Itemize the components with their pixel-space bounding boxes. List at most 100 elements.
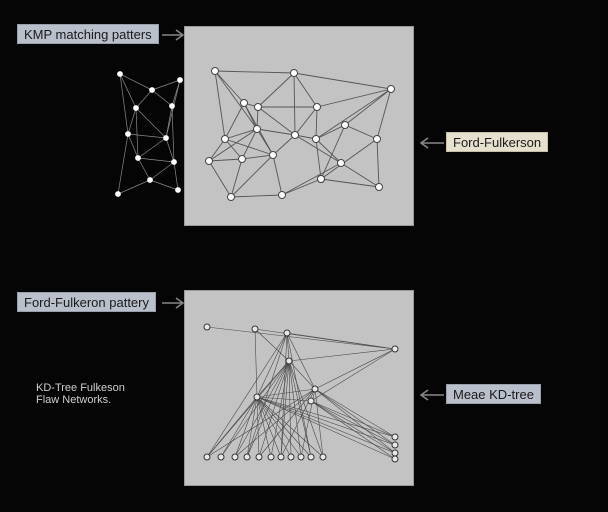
graph-node bbox=[125, 131, 131, 137]
graph-edge bbox=[234, 396, 258, 458]
graph-node bbox=[231, 453, 239, 461]
graph-edge bbox=[165, 137, 175, 163]
graph-edge bbox=[256, 396, 396, 460]
graph-node bbox=[391, 433, 399, 441]
graph-edge bbox=[257, 72, 295, 108]
graph-edge bbox=[281, 162, 342, 196]
graph-node bbox=[169, 103, 175, 109]
graph-edge bbox=[256, 396, 282, 458]
graph-node bbox=[227, 193, 235, 201]
graph-edge bbox=[119, 73, 129, 135]
graph-edge bbox=[127, 133, 167, 139]
graph-edge bbox=[171, 105, 175, 163]
graph-edge bbox=[310, 400, 396, 438]
graph-edge bbox=[315, 106, 318, 140]
graph-edge bbox=[135, 89, 153, 109]
graph-edge bbox=[246, 396, 258, 458]
graph-edge bbox=[286, 332, 316, 390]
bottom-graph-panel bbox=[184, 290, 414, 486]
graph-edge bbox=[119, 73, 153, 91]
graph-edge bbox=[127, 133, 139, 159]
graph-edge bbox=[241, 128, 258, 160]
graph-node bbox=[319, 453, 327, 461]
graph-node bbox=[291, 131, 299, 139]
graph-node bbox=[313, 103, 321, 111]
graph-edge bbox=[230, 158, 243, 198]
graph-edge bbox=[310, 400, 396, 460]
graph-edge bbox=[151, 79, 181, 91]
graph-node bbox=[205, 157, 213, 165]
graph-edge bbox=[256, 396, 302, 458]
graph-edge bbox=[173, 161, 179, 191]
graph-node bbox=[337, 159, 345, 167]
graph-node bbox=[171, 159, 177, 165]
graph-edge bbox=[117, 179, 151, 195]
graph-node bbox=[391, 455, 399, 463]
graph-node bbox=[277, 453, 285, 461]
graph-edge bbox=[206, 326, 396, 350]
graph-edge bbox=[281, 178, 322, 196]
graph-edge bbox=[206, 360, 290, 458]
graph-node bbox=[375, 183, 383, 191]
graph-node bbox=[311, 385, 319, 393]
graph-edge bbox=[224, 102, 245, 140]
arrow-right-icon bbox=[162, 29, 185, 41]
graph-edge bbox=[206, 388, 316, 458]
graph-edge bbox=[272, 154, 283, 196]
graph-edge bbox=[257, 106, 296, 136]
graph-edge bbox=[208, 160, 232, 198]
graph-edge bbox=[314, 388, 324, 458]
graph-edge bbox=[286, 332, 290, 362]
graph-edge bbox=[151, 89, 173, 107]
graph-edge bbox=[288, 360, 302, 458]
graph-edge bbox=[149, 179, 179, 191]
graph-node bbox=[177, 77, 183, 83]
graph-node bbox=[117, 71, 123, 77]
label-kmp-matching-patterns: KMP matching patters bbox=[17, 24, 159, 44]
graph-edge bbox=[214, 70, 258, 130]
label-ford-fulkeron-pattery: Ford-Fulkeron pattery bbox=[17, 292, 156, 312]
graph-edge bbox=[256, 396, 324, 458]
graph-node bbox=[203, 453, 211, 461]
graph-edge bbox=[256, 396, 272, 458]
graph-edge bbox=[280, 332, 288, 458]
graph-edge bbox=[137, 137, 167, 159]
graph-node bbox=[312, 135, 320, 143]
graph-node bbox=[221, 135, 229, 143]
graph-edge bbox=[206, 332, 288, 458]
graph-node bbox=[217, 453, 225, 461]
graph-edge bbox=[315, 138, 342, 164]
graph-node bbox=[253, 125, 261, 133]
graph-edge bbox=[320, 138, 378, 180]
graph-edge bbox=[344, 88, 392, 126]
caption-text: KD-Tree Fulkeson Flaw Networks. bbox=[36, 382, 125, 406]
graph-edge bbox=[340, 162, 380, 188]
graph-edge bbox=[288, 360, 324, 458]
caption-line-1: KD-Tree Fulkeson bbox=[36, 382, 125, 394]
graph-node bbox=[307, 397, 315, 405]
graph-edge bbox=[293, 72, 392, 90]
graph-node bbox=[373, 135, 381, 143]
graph-edge bbox=[127, 107, 137, 135]
graph-node bbox=[269, 151, 277, 159]
graph-edge bbox=[258, 360, 290, 458]
graph-edge bbox=[256, 396, 292, 458]
graph-edge bbox=[256, 396, 260, 458]
arrow-left-icon bbox=[419, 389, 444, 401]
graph-edge bbox=[220, 396, 258, 458]
graph-node bbox=[203, 323, 211, 331]
graph-node bbox=[255, 453, 263, 461]
graph-edge bbox=[254, 328, 290, 362]
graph-edge bbox=[208, 128, 258, 162]
graph-edge bbox=[288, 360, 312, 458]
graph-edge bbox=[286, 332, 312, 458]
label-meae-kd-tree: Meae KD-tree bbox=[446, 384, 541, 404]
arrow-left-icon bbox=[419, 137, 444, 149]
graph-edge bbox=[310, 400, 396, 454]
graph-edge bbox=[246, 332, 288, 458]
graph-edge bbox=[293, 72, 296, 136]
graph-edge bbox=[315, 88, 392, 140]
graph-edge bbox=[254, 328, 258, 398]
graph-edge bbox=[288, 360, 292, 458]
graph-node bbox=[133, 105, 139, 111]
